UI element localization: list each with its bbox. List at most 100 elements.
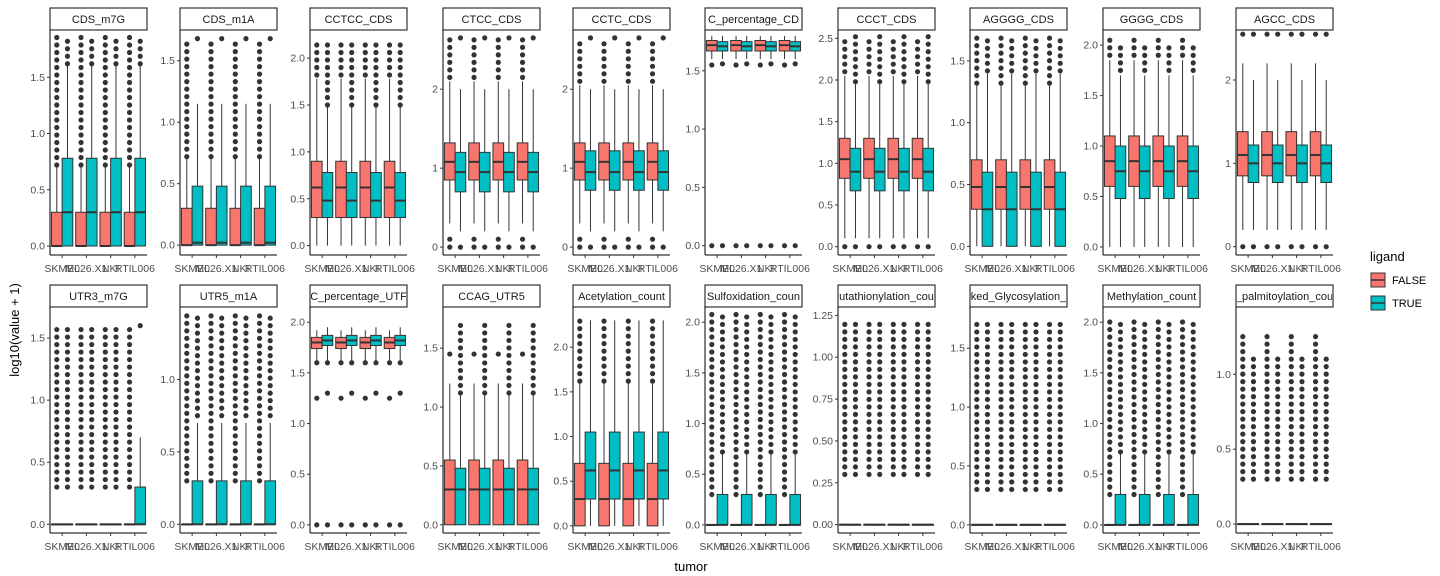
outlier-point	[649, 363, 656, 369]
outlier-point	[1299, 476, 1305, 482]
outlier-point	[733, 491, 739, 498]
outlier-point	[998, 404, 1004, 410]
outlier-point	[208, 56, 214, 62]
outlier-point	[184, 71, 190, 77]
outlier-point	[506, 337, 512, 344]
outlier-point	[914, 344, 921, 350]
outlier-point	[1022, 411, 1028, 418]
outlier-point	[757, 341, 763, 348]
y-tick-label: 0.0	[950, 241, 965, 253]
outlier-point	[625, 71, 631, 77]
outlier-point	[256, 410, 263, 416]
outlier-point	[1046, 359, 1053, 365]
outlier-point	[219, 315, 225, 321]
outlier-point	[649, 63, 656, 69]
outlier-point	[1166, 336, 1172, 343]
outlier-point	[256, 455, 263, 461]
outlier-point	[113, 326, 119, 333]
outlier-point	[1033, 359, 1039, 365]
outlier-point	[495, 52, 501, 58]
outlier-point	[338, 72, 344, 78]
outlier-point	[890, 69, 896, 75]
outlier-point	[866, 61, 872, 67]
outlier-point	[1057, 419, 1063, 425]
outlier-point	[1131, 371, 1137, 378]
facet-strip-label: AGCC_CDS	[1254, 14, 1315, 26]
outlier-point	[1312, 424, 1319, 430]
outlier-point	[267, 36, 273, 42]
outlier-point	[530, 382, 536, 389]
outlier-point	[1142, 381, 1148, 388]
outlier-point	[102, 154, 108, 161]
outlier-point	[1166, 366, 1172, 373]
outlier-point	[974, 344, 980, 350]
facet-panel: Acetylation_count0.00.51.01.52.0SKMELM02…	[553, 284, 678, 553]
outlier-point	[890, 351, 896, 358]
outlier-point	[625, 341, 631, 347]
outlier-point	[232, 425, 238, 431]
outlier-point	[866, 471, 872, 478]
outlier-point	[974, 321, 980, 328]
outlier-point	[768, 434, 774, 440]
outlier-point	[243, 383, 249, 389]
outlier-point	[1046, 65, 1053, 71]
outlier-point	[1142, 426, 1148, 433]
y-tick-label: 2.0	[290, 53, 305, 65]
outlier-point	[1299, 386, 1305, 392]
outlier-point	[126, 87, 133, 93]
outlier-point	[1275, 31, 1281, 37]
outlier-point	[1009, 411, 1015, 418]
outlier-point	[184, 328, 190, 334]
outlier-point	[1240, 439, 1246, 445]
outlier-point	[901, 351, 907, 358]
outlier-point	[1022, 35, 1028, 41]
outlier-point	[1179, 334, 1186, 340]
outlier-point	[733, 364, 739, 370]
outlier-point	[733, 454, 739, 460]
outlier-point	[54, 409, 60, 415]
y-tick-label: 0.0	[1083, 519, 1098, 531]
outlier-point	[113, 61, 119, 67]
outlier-point	[54, 162, 60, 168]
outlier-point	[447, 351, 453, 357]
outlier-point	[1022, 396, 1028, 403]
outlier-point	[89, 46, 95, 52]
facet-strip	[704, 7, 803, 31]
outlier-point	[64, 61, 71, 67]
outlier-point	[1288, 476, 1294, 482]
outlier-point	[768, 441, 774, 448]
outlier-point	[362, 522, 368, 528]
outlier-point	[1190, 52, 1196, 58]
outlier-point	[1264, 431, 1270, 437]
outlier-point	[208, 433, 214, 439]
outlier-point	[256, 425, 263, 431]
outlier-point	[64, 379, 71, 385]
outlier-point	[184, 470, 190, 476]
outlier-point	[126, 439, 133, 445]
outlier-point	[852, 41, 859, 47]
outlier-point	[208, 131, 214, 137]
outlier-point	[208, 470, 214, 476]
outlier-point	[890, 374, 896, 380]
outlier-point	[1250, 431, 1257, 437]
outlier-point	[232, 470, 238, 476]
outlier-point	[792, 336, 798, 343]
outlier-point	[649, 371, 656, 377]
outlier-point	[1131, 356, 1137, 363]
outlier-point	[113, 454, 119, 460]
outlier-point	[1033, 38, 1039, 44]
outlier-point	[1250, 454, 1257, 460]
outlier-point	[78, 162, 84, 168]
outlier-point	[852, 464, 859, 470]
x-tick-label: NKI	[1155, 541, 1173, 553]
outlier-point	[1117, 321, 1124, 328]
y-tick-label: 0.0	[30, 241, 45, 253]
outlier-point	[901, 374, 907, 380]
outlier-point	[530, 244, 536, 250]
outlier-point	[1022, 73, 1028, 79]
outlier-point	[232, 109, 238, 115]
box-false	[492, 459, 505, 526]
outlier-point	[901, 449, 907, 455]
outlier-point	[1107, 476, 1113, 483]
outlier-point	[1299, 379, 1305, 385]
